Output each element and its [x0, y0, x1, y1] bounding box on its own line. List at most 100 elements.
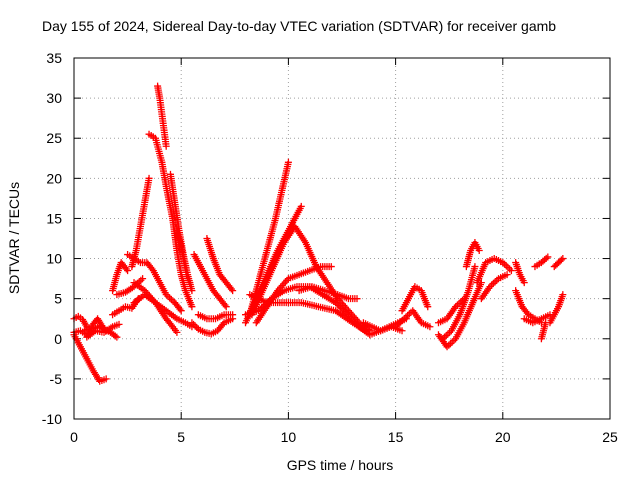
data-point — [426, 323, 434, 331]
data-point — [335, 302, 343, 310]
y-tick-label: 15 — [46, 210, 62, 226]
data-point — [139, 275, 147, 283]
data-point — [559, 255, 567, 263]
series-arc-b2 — [109, 259, 132, 295]
data-point — [115, 320, 123, 328]
data-point — [503, 271, 511, 279]
data-points — [70, 82, 567, 385]
data-point — [122, 265, 130, 273]
x-tick-label: 15 — [388, 429, 404, 445]
data-point — [343, 309, 351, 317]
series-arc-g3 — [434, 295, 468, 327]
data-point — [124, 267, 132, 275]
data-point — [332, 299, 340, 307]
data-point — [227, 285, 235, 293]
series-arc-d3 — [203, 235, 237, 295]
data-point — [341, 308, 349, 316]
series-arc-f2 — [366, 323, 406, 339]
x-axis-label: GPS time / hours — [287, 457, 394, 473]
y-tick-label: 35 — [46, 50, 62, 66]
data-point — [191, 322, 199, 330]
data-point — [188, 319, 196, 327]
series-arc-h7 — [512, 259, 528, 287]
data-point — [162, 142, 170, 150]
data-point — [284, 158, 292, 166]
series-arc-h4 — [537, 319, 550, 343]
data-point — [190, 320, 198, 328]
y-tick-labels: -10 -5 0 5 10 15 20 25 30 35 — [42, 50, 62, 427]
series-arc-d1 — [188, 315, 237, 338]
series-arc-d2 — [194, 311, 237, 323]
data-point — [111, 332, 119, 340]
data-point — [333, 300, 341, 308]
chart-title: Day 155 of 2024, Sidereal Day-to-day VTE… — [42, 18, 556, 34]
data-point — [193, 324, 201, 332]
series-arc-b4 — [124, 251, 185, 315]
data-point — [460, 295, 468, 303]
data-point — [327, 263, 335, 271]
series-arc-c3 — [154, 82, 170, 150]
y-tick-label: 25 — [46, 130, 62, 146]
series-arc-a4 — [81, 315, 121, 341]
data-point — [557, 256, 565, 264]
data-point — [229, 287, 237, 295]
data-point — [177, 307, 185, 315]
data-point — [544, 253, 552, 261]
data-point — [222, 303, 230, 311]
x-tick-labels: 0 5 10 15 20 25 — [70, 429, 618, 445]
series-arc-h5 — [546, 291, 567, 327]
series-arc-h2 — [520, 311, 554, 327]
y-tick-label: 20 — [46, 170, 62, 186]
y-axis-label: SDTVAR / TECUs — [6, 182, 22, 294]
data-point — [340, 306, 348, 314]
data-point — [113, 333, 121, 341]
series-arc-c1 — [128, 174, 153, 271]
x-tick-label: 10 — [281, 429, 297, 445]
data-point — [520, 279, 528, 287]
y-tick-label: 30 — [46, 90, 62, 106]
data-point — [173, 328, 181, 336]
y-tick-label: 5 — [54, 291, 62, 307]
series-arc-g5 — [473, 255, 515, 287]
data-point — [336, 303, 344, 311]
series-arc-d4 — [190, 251, 230, 311]
series-arc-c2 — [145, 130, 196, 311]
series-arc-f3 — [398, 283, 432, 315]
data-point — [186, 279, 194, 287]
data-point — [362, 327, 370, 335]
data-point — [559, 291, 567, 299]
series-arc-c5 — [173, 226, 194, 287]
data-point — [424, 303, 432, 311]
series-arc-h3 — [531, 253, 552, 271]
series-arc-e6 — [246, 291, 370, 335]
x-tick-label: 20 — [495, 429, 511, 445]
data-point — [256, 305, 264, 313]
data-point — [188, 303, 196, 311]
data-point — [353, 295, 361, 303]
x-tick-label: 25 — [602, 429, 618, 445]
data-point — [258, 304, 266, 312]
series-arc-g6 — [477, 271, 511, 303]
data-point — [338, 305, 346, 313]
series-arc-f4 — [392, 307, 434, 331]
data-point — [188, 287, 196, 295]
data-point — [297, 202, 305, 210]
series-arc-g4 — [462, 239, 483, 271]
series-arc-h6 — [550, 255, 567, 271]
x-tick-label: 5 — [177, 429, 185, 445]
data-point — [102, 375, 110, 383]
y-tick-label: -10 — [42, 411, 62, 427]
data-point — [176, 305, 184, 313]
data-point — [475, 247, 483, 255]
data-point — [145, 174, 153, 182]
data-point — [254, 307, 262, 315]
data-point — [507, 267, 515, 275]
y-tick-label: -5 — [50, 371, 63, 387]
data-point — [229, 311, 237, 319]
data-point — [221, 301, 229, 309]
data-point — [542, 254, 550, 262]
x-tick-label: 0 — [70, 429, 78, 445]
series-arc-g2 — [439, 263, 479, 343]
